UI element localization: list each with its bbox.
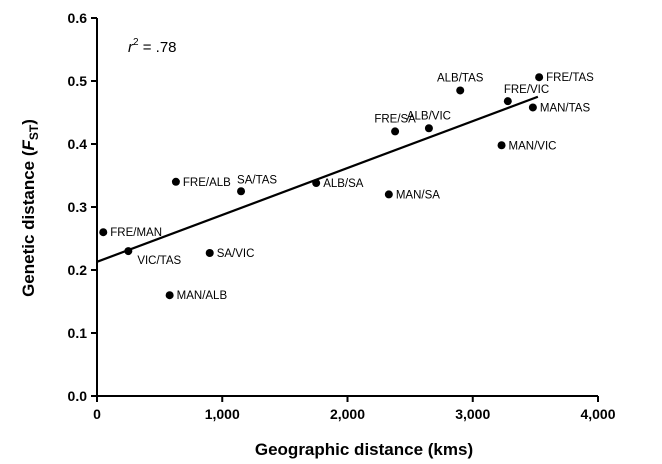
data-point — [384, 190, 393, 199]
data-point-label: SA/VIC — [217, 248, 255, 260]
data-point-label: ALB/VIC — [407, 110, 451, 122]
data-point-label: FRE/TAS — [546, 72, 594, 84]
data-point — [99, 228, 108, 237]
x-tick-label: 2,000 — [330, 406, 365, 422]
data-point-label: VIC/TAS — [137, 255, 181, 267]
data-point-label: SA/TAS — [237, 174, 277, 186]
y-tick-label: 0.0 — [68, 388, 88, 404]
data-point — [171, 177, 180, 186]
y-axis-title: Genetic distance (FST) — [19, 119, 41, 297]
data-point — [205, 248, 214, 257]
data-point-label: MAN/TAS — [540, 102, 591, 114]
data-point — [237, 187, 246, 196]
data-point — [497, 141, 506, 150]
data-point-label: FRE/VIC — [504, 84, 549, 96]
x-tick-label: 3,000 — [455, 406, 490, 422]
data-point — [312, 179, 321, 188]
x-tick-label: 0 — [93, 406, 101, 422]
r-squared-annotation: r2 = .78 — [128, 37, 177, 56]
data-point — [456, 86, 465, 95]
x-axis-title: Geographic distance (kms) — [255, 440, 473, 459]
x-tick-label: 4,000 — [580, 406, 615, 422]
y-tick-label: 0.2 — [68, 262, 88, 278]
data-point — [528, 103, 537, 112]
y-tick-label: 0.3 — [68, 199, 88, 215]
data-point — [535, 73, 544, 82]
y-tick-label: 0.5 — [68, 73, 88, 89]
y-tick-label: 0.1 — [68, 325, 88, 341]
data-point — [165, 291, 174, 300]
axes: 0 1,000 2,000 3,000 4,000 0.0 0.1 0.2 0.3 0.4 0.5 0… — [68, 10, 616, 422]
y-tick-label: 0.4 — [68, 136, 88, 152]
x-tick-label: 1,000 — [205, 406, 240, 422]
data-point-label: ALB/SA — [323, 178, 364, 190]
data-points: FRE/MAN VIC/TAS MAN/ALB FRE/ALB SA/VIC SA/TAS… — [99, 72, 594, 302]
data-point-label: FRE/MAN — [110, 227, 162, 239]
data-point-label: MAN/ALB — [177, 290, 228, 302]
data-point-label: MAN/SA — [396, 189, 440, 201]
data-point — [503, 97, 512, 106]
data-point — [424, 124, 433, 133]
data-point-label: MAN/VIC — [509, 140, 557, 152]
data-point-label: FRE/ALB — [183, 177, 231, 189]
data-point-label: ALB/TAS — [437, 72, 484, 84]
data-point-label: FRE/SA — [374, 113, 416, 125]
data-point — [391, 127, 400, 136]
y-tick-label: 0.6 — [68, 10, 88, 26]
data-point — [124, 247, 133, 256]
